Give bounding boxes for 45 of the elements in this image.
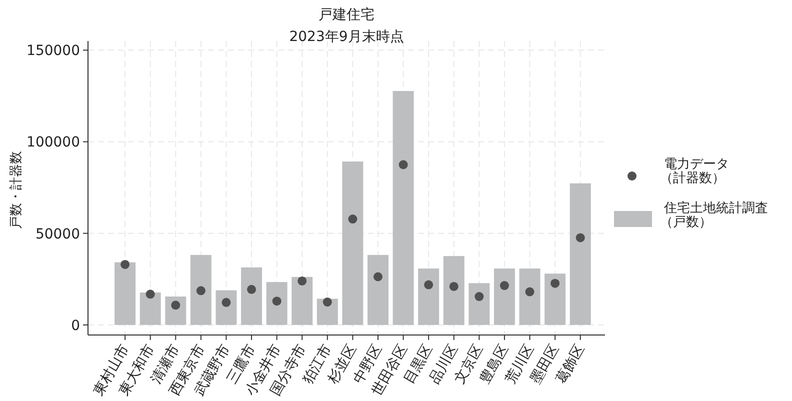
bar [519,268,540,325]
y-axis-title: 戸数・計器数 [9,151,24,229]
y-tick-label: 50000 [35,226,80,242]
y-tick-label: 150000 [26,43,80,60]
bar [266,282,288,325]
point [474,292,484,302]
chart-title: 戸建住宅 [318,7,374,23]
point [500,281,509,290]
point [146,290,155,299]
point [424,280,434,290]
bar [190,254,212,325]
bar [367,254,388,325]
bar [392,91,414,325]
point [171,300,180,310]
bar [468,283,490,325]
point [525,287,534,296]
bar [544,274,566,325]
point [373,272,382,282]
bar [418,268,440,325]
point [247,284,256,294]
bar [140,292,161,325]
bar [216,290,237,325]
chart-subtitle: 2023年9月末時点 [289,29,404,45]
legend-label: 電力データ（計器数） [660,157,729,186]
point [196,286,206,296]
y-tick-label: 100000 [26,134,80,151]
legend-label: 住宅土地統計調査（戸数） [660,200,768,230]
bar [114,262,136,325]
bar [570,183,591,325]
bar [494,268,515,325]
point [550,278,560,288]
bar [443,256,464,325]
point [222,298,231,307]
point [576,233,585,242]
bar [241,267,262,325]
point [272,296,282,306]
point [348,214,358,224]
bar [342,162,364,325]
point [120,260,130,269]
y-tick-label: 0 [71,318,80,334]
bar [292,276,313,325]
point [449,282,458,291]
point [322,298,332,307]
point [298,276,307,286]
point [398,160,408,170]
